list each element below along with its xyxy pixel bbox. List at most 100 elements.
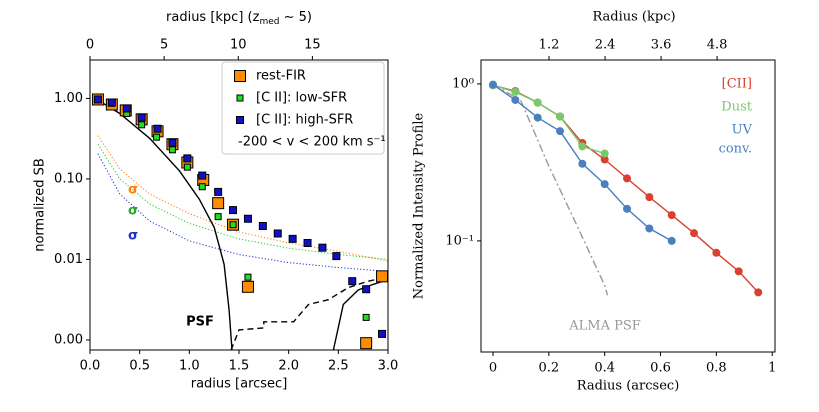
marker	[667, 236, 676, 245]
y-tick-label: 10⁰	[452, 76, 474, 91]
series-line	[97, 135, 388, 262]
x-axis-label: Radius (arcsec)	[577, 379, 680, 394]
x2-tick-label: 1.2	[539, 38, 560, 53]
marker	[137, 113, 146, 122]
marker	[712, 248, 721, 257]
marker	[578, 159, 587, 168]
marker	[332, 252, 341, 261]
marker	[623, 204, 632, 213]
y-tick-label: 0.10	[54, 171, 83, 186]
marker	[153, 133, 161, 141]
x2-tick-label: 0	[86, 38, 94, 53]
marker	[600, 155, 609, 164]
y-axis-label: normalized SB	[33, 158, 48, 252]
annotation: conv.	[719, 142, 752, 157]
marker	[229, 206, 238, 215]
label-subscript: med	[259, 17, 279, 27]
marker	[511, 87, 520, 96]
legend-label: [C II]: low-SFR	[256, 91, 347, 106]
marker	[511, 95, 520, 104]
legend-label: rest-FIR	[256, 69, 306, 84]
marker	[623, 174, 632, 183]
marker	[183, 154, 192, 163]
marker	[600, 149, 609, 158]
x-tick-label: 0.8	[706, 361, 727, 376]
x-tick-label: 3.0	[378, 359, 399, 374]
marker	[378, 329, 387, 338]
x2-tick-label: 3.6	[651, 38, 672, 53]
x-tick-label: 0.5	[129, 359, 150, 374]
series-line	[97, 143, 388, 260]
x-tick-label: 2.0	[278, 359, 299, 374]
marker	[556, 127, 565, 136]
marker	[533, 113, 542, 122]
marker	[362, 313, 370, 321]
marker	[288, 234, 297, 243]
legend-label: Dust	[721, 100, 752, 115]
x-tick-label: 0.2	[539, 361, 560, 376]
marker	[645, 224, 654, 233]
x2-tick-label: 4.8	[707, 38, 728, 53]
marker	[303, 238, 312, 247]
marker	[348, 277, 357, 286]
marker	[754, 288, 763, 297]
marker	[212, 197, 225, 210]
y-tick-label: 0.00	[54, 332, 83, 347]
top-axis-label: radius [kpc] (zmed ∼ 5)	[166, 10, 312, 27]
annotation: σ	[128, 183, 138, 198]
marker	[318, 243, 327, 252]
marker	[243, 214, 252, 223]
marker	[107, 98, 116, 107]
right-panel: 0 0.2 0.4 0.6 0.8 1 1.2 2.4 3.6 4.8 10⁰ 10⁻¹ Radius …	[412, 10, 777, 394]
marker	[198, 171, 207, 180]
marker	[667, 211, 676, 220]
marker	[168, 146, 176, 154]
marker	[734, 267, 743, 276]
left-panel: radius [kpc] (zmed ∼ 5) 0.0 0.5 1.0 1.5 2.0 2…	[33, 10, 399, 392]
series-line	[94, 97, 388, 350]
marker	[273, 229, 282, 238]
marker	[376, 270, 388, 283]
y-tick-label: 10⁻¹	[445, 233, 474, 248]
x-tick-label: 1.5	[229, 359, 250, 374]
y-tick-label: 1.00	[54, 91, 83, 106]
x-tick-label: 0	[489, 361, 497, 376]
marker	[556, 112, 565, 121]
marker	[93, 95, 102, 104]
x-axis-label: radius [arcsec]	[191, 377, 288, 392]
marker	[214, 213, 222, 221]
label-part: radius [kpc] (z	[166, 10, 260, 25]
plot-area	[489, 80, 763, 297]
x2-tick-label: 10	[230, 38, 247, 53]
series-line	[230, 276, 388, 350]
label-part: ∼ 5)	[279, 10, 312, 25]
series-line	[492, 83, 609, 296]
annotation: ALMA PSF	[568, 319, 641, 334]
marker	[362, 285, 371, 294]
marker	[690, 229, 699, 238]
y-tick-label: 0.01	[54, 252, 83, 267]
legend-marker	[236, 94, 244, 102]
marker	[168, 138, 177, 147]
y-axis-label: Normalized Intensity Profile	[412, 112, 427, 299]
annotation: σ	[128, 204, 138, 219]
legend-box	[221, 61, 385, 155]
marker	[122, 104, 131, 113]
marker	[645, 193, 654, 202]
series-line	[97, 153, 388, 272]
marker	[198, 183, 206, 191]
marker	[360, 337, 373, 350]
plot-frame	[480, 59, 776, 353]
x2-tick-label: 15	[304, 38, 321, 53]
annotation: PSF	[186, 315, 214, 330]
x2-tick-label: 5	[160, 38, 168, 53]
legend-label: [CII]	[722, 77, 752, 92]
top-axis-label: Radius (kpc)	[592, 10, 675, 25]
legend-note: -200 < v < 200 km s⁻¹	[238, 135, 386, 150]
marker	[214, 187, 223, 196]
marker	[241, 280, 254, 293]
x-tick-label: 1	[768, 361, 776, 376]
plot-area	[91, 93, 388, 350]
marker	[153, 124, 162, 133]
